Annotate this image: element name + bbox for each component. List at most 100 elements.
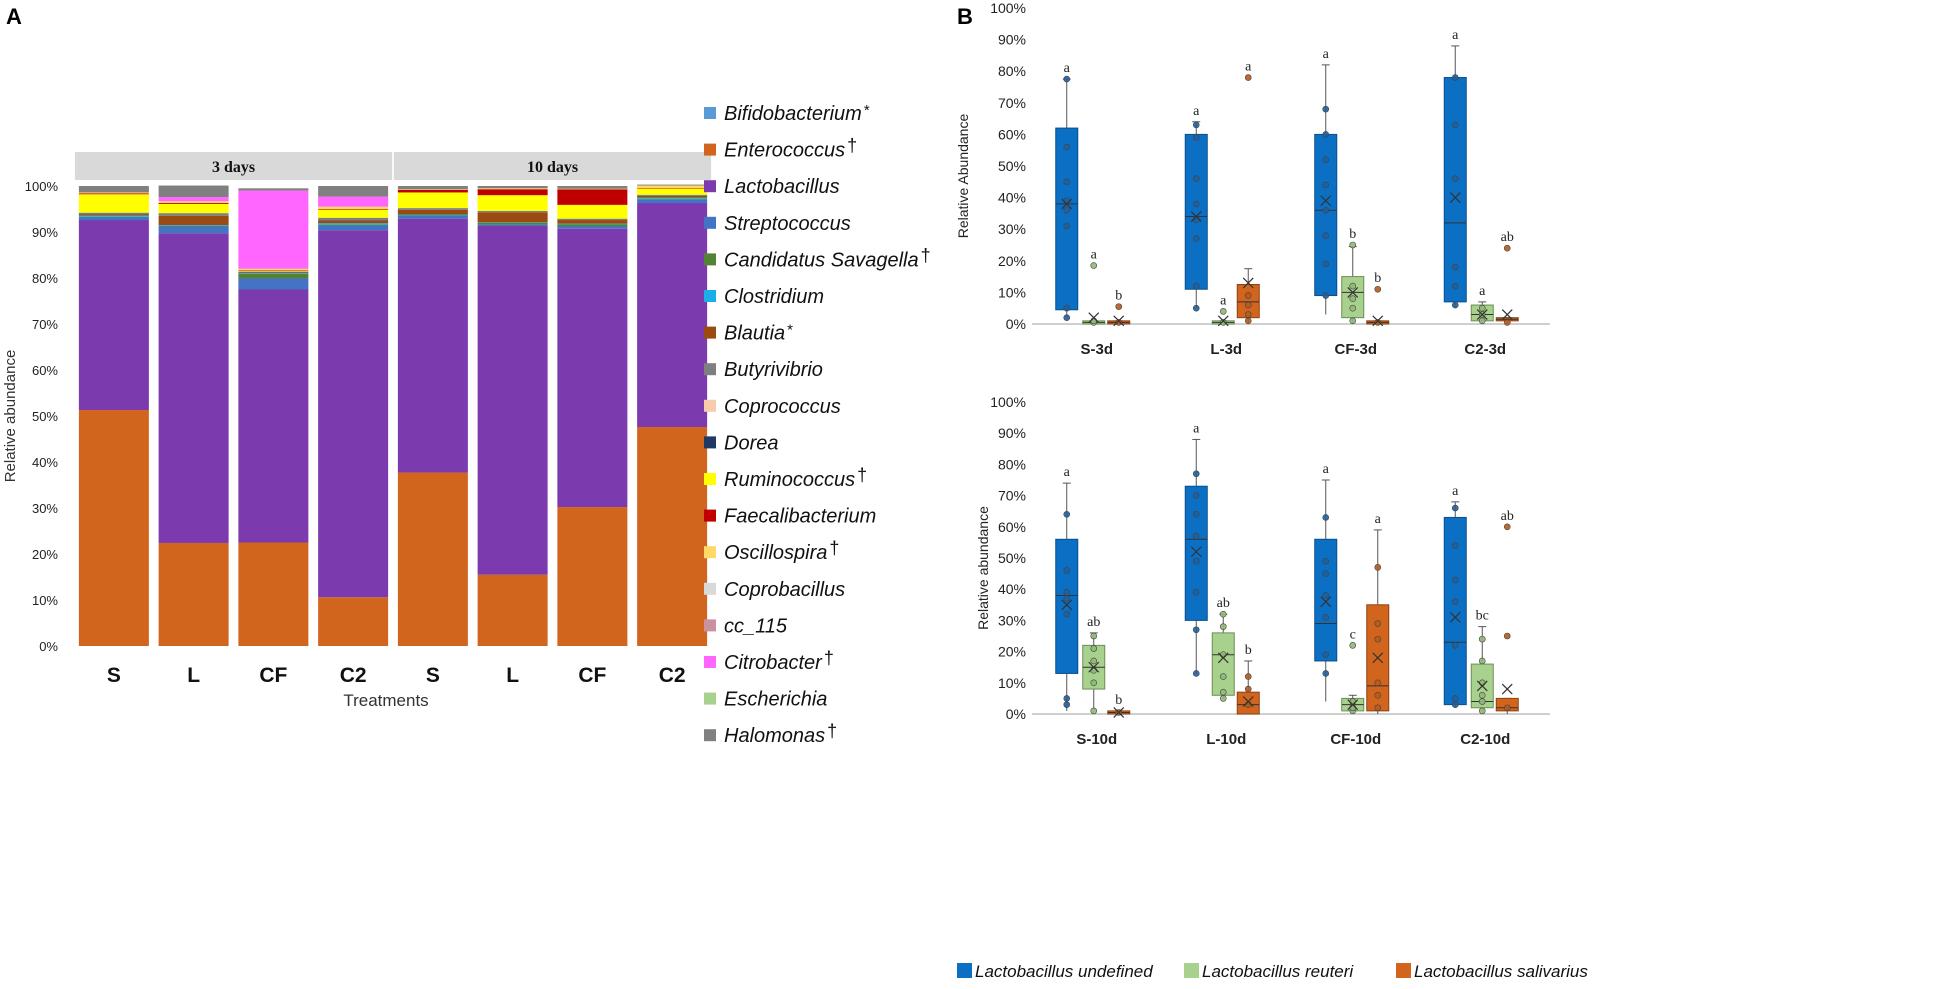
mean-marker	[1501, 309, 1513, 320]
bar-segment	[158, 215, 229, 226]
data-point	[1090, 707, 1098, 715]
y-tick-label: 30%	[998, 612, 1026, 628]
data-point	[1063, 701, 1071, 708]
y-tick-label: 10%	[998, 675, 1026, 691]
box	[1184, 133, 1208, 290]
bar-segment	[78, 216, 149, 218]
data-point	[1349, 304, 1357, 312]
data-point	[1478, 691, 1486, 699]
y-tick-label: 10%	[998, 284, 1026, 300]
legend-label: Citrobacter †	[724, 648, 834, 674]
data-point	[1349, 698, 1357, 705]
mean-marker	[1190, 211, 1202, 222]
x-tick-label: C2	[659, 664, 686, 687]
data-point	[1219, 308, 1227, 315]
significance-letter: b	[1245, 643, 1252, 658]
y-tick-label: 80%	[32, 271, 58, 286]
legend-swatch	[704, 546, 716, 559]
data-point	[1451, 121, 1459, 129]
data-point	[1478, 698, 1486, 705]
bar-segment	[158, 542, 229, 646]
bar-segment	[477, 574, 548, 646]
significance-letter: a	[1452, 484, 1459, 499]
bar-segment	[557, 507, 628, 646]
significance-letter: a	[1091, 248, 1098, 263]
y-tick-label: 50%	[998, 158, 1026, 174]
data-point	[1322, 131, 1330, 138]
legend-label: Halomonas †	[724, 721, 837, 747]
x-tick-label: L-10d	[1206, 731, 1246, 748]
bar-segment	[158, 233, 229, 543]
data-point	[1219, 688, 1227, 696]
significance-letter: c	[1350, 627, 1356, 642]
significance-letter: b	[1374, 271, 1381, 286]
data-point	[1219, 695, 1227, 702]
bar-segment	[557, 220, 628, 224]
data-point	[1192, 134, 1200, 141]
data-point	[1322, 514, 1330, 521]
data-point	[1219, 610, 1227, 618]
bar-segment	[78, 217, 149, 221]
mean-marker	[1501, 683, 1513, 695]
mean-marker	[1476, 309, 1488, 320]
legend-swatch	[704, 216, 716, 229]
legend-label: Escherichia	[724, 689, 827, 711]
data-point	[1451, 175, 1459, 182]
data-point	[1192, 670, 1200, 677]
bar-segment	[477, 222, 548, 225]
bar-segment	[318, 230, 389, 598]
bar-segment	[158, 225, 229, 227]
data-point	[1322, 156, 1330, 163]
data-point	[1063, 178, 1071, 186]
bar-segment	[318, 206, 389, 209]
mean-marker	[1347, 699, 1359, 711]
data-point	[1349, 704, 1357, 712]
mean-marker	[1113, 315, 1125, 327]
time-group-label: 10 days	[527, 159, 578, 176]
bar-segment	[238, 272, 309, 273]
bar-segment	[238, 270, 309, 271]
bar-segment	[78, 192, 149, 194]
data-point	[1451, 74, 1459, 81]
bar-segment	[397, 215, 468, 219]
bar-segment	[557, 204, 628, 219]
legend-significance-mark: †	[827, 721, 837, 741]
data-point	[1322, 613, 1330, 621]
mean-marker	[1190, 546, 1202, 558]
data-point	[1090, 667, 1098, 674]
bar-segment	[78, 410, 149, 646]
legend-label: Candidatus Savagella †	[724, 245, 931, 271]
panel-a-label: A	[6, 4, 22, 29]
data-point	[1192, 626, 1200, 634]
bar-segment	[158, 203, 229, 204]
bar-segment	[477, 186, 548, 189]
bar-segment	[397, 214, 468, 216]
significance-letter: a	[1220, 293, 1227, 308]
y-tick-label: 30%	[32, 501, 58, 516]
y-tick-label: 90%	[998, 32, 1026, 48]
y-tick-label: 100%	[990, 0, 1026, 16]
bar-segment	[318, 597, 389, 646]
y-tick-label: 60%	[998, 126, 1026, 142]
significance-letter: a	[1323, 47, 1330, 62]
y-tick-label: 100%	[25, 179, 59, 194]
legend-significance-mark: †	[847, 136, 857, 156]
x-tick-label: CF	[259, 664, 287, 687]
data-point	[1322, 105, 1330, 113]
box	[1055, 127, 1079, 311]
data-point	[1322, 232, 1330, 239]
legend-label: Enterococcus †	[724, 136, 857, 162]
bar-segment	[637, 203, 708, 428]
data-point	[1192, 175, 1200, 182]
bar-segment	[238, 272, 309, 274]
bar-segment	[78, 220, 149, 411]
time-group-label: 3 days	[212, 159, 255, 176]
y-axis-title: Relative Abundance	[955, 114, 971, 239]
legend-label: Lactobacillus reuteri	[1202, 962, 1354, 981]
bar-segment	[318, 224, 389, 226]
mean-marker	[1320, 596, 1332, 608]
data-point	[1503, 523, 1511, 531]
bar-segment	[477, 224, 548, 227]
data-point	[1451, 701, 1459, 708]
bar-segment	[78, 194, 149, 213]
